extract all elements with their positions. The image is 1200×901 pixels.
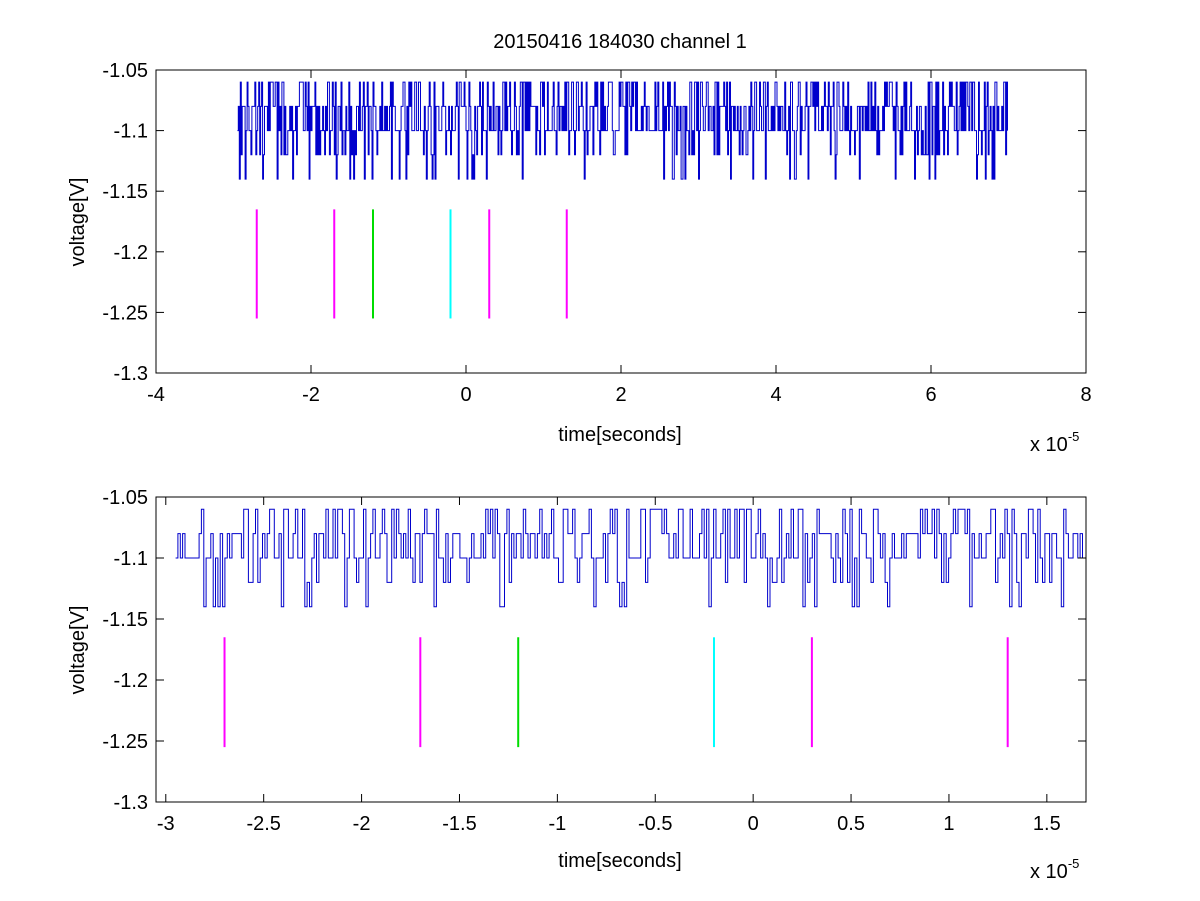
plot-top-yticks: -1.3 -1.25 -1.2 -1.15 -1.1 -1.05 (102, 60, 1086, 385)
x-tick-label: 1.5 (1033, 813, 1061, 835)
x-tick-label: 0.5 (837, 813, 865, 835)
x-tick-label: -4 (147, 384, 165, 406)
y-tick-label: -1.25 (102, 731, 148, 753)
y-tick-label: -1.3 (114, 363, 148, 385)
signal-trace (175, 508, 1085, 608)
y-tick-label: -1.25 (102, 302, 148, 324)
x-tick-label: 0 (460, 384, 471, 406)
y-tick-label: -1.05 (102, 60, 148, 82)
x-tick-label: 0 (748, 813, 759, 835)
plot-bottom-ylabel: voltage[V] (67, 606, 89, 695)
y-tick-label: -1.1 (114, 548, 148, 570)
plot-bottom-axes-box (155, 496, 1087, 803)
x-tick-label: 4 (770, 384, 781, 406)
plot-top-x-exponent: x 10-5 (1030, 429, 1079, 456)
plot-top-xlabel: time[seconds] (558, 424, 681, 446)
y-tick-label: -1.2 (114, 670, 148, 692)
y-tick-label: -1.2 (114, 242, 148, 264)
plot-bottom-yticks: -1.3 -1.25 -1.2 -1.15 -1.1 -1.05 (102, 487, 1086, 814)
plot-top-xticks: -4 -2 0 2 4 6 8 (147, 70, 1092, 406)
plot-bottom-xticks: -3 -2.5 -2 -1.5 -1 -0.5 0 0.5 1 1.5 (157, 497, 1061, 835)
x-tick-label: -0.5 (638, 813, 672, 835)
figure-title: 20150416 184030 channel 1 (493, 31, 747, 53)
x-tick-label: -1.5 (442, 813, 476, 835)
x-tick-label: -2 (302, 384, 320, 406)
plot-bottom: -3 -2.5 -2 -1.5 -1 -0.5 0 0.5 1 1.5 -1.3 -1.25 -1.2… (67, 487, 1087, 883)
plot-bottom-signal (175, 508, 1085, 608)
signal-trace (237, 81, 1008, 180)
x-tick-label: -2 (353, 813, 371, 835)
plot-bottom-xlabel: time[seconds] (558, 850, 681, 872)
x-tick-label: 2 (615, 384, 626, 406)
plot-bottom-x-exponent: x 10-5 (1030, 856, 1079, 883)
y-tick-label: -1.3 (114, 792, 148, 814)
plot-top-ylabel: voltage[V] (67, 178, 89, 267)
y-tick-label: -1.15 (102, 609, 148, 631)
y-tick-label: -1.15 (102, 181, 148, 203)
x-tick-label: 6 (925, 384, 936, 406)
plot-bottom-markers (223, 637, 1009, 748)
x-tick-label: -1 (548, 813, 566, 835)
y-tick-label: -1.05 (102, 487, 148, 509)
y-tick-label: -1.1 (114, 121, 148, 143)
x-tick-label: 8 (1080, 384, 1091, 406)
plot-top: -4 -2 0 2 4 6 8 -1.3 -1.25 -1.2 -1.15 -1.1 -1.05 ti… (67, 60, 1092, 456)
plot-top-signal (237, 81, 1008, 180)
x-tick-label: -3 (157, 813, 175, 835)
x-tick-label: 1 (943, 813, 954, 835)
plot-top-markers (255, 209, 568, 319)
x-tick-label: -2.5 (246, 813, 280, 835)
